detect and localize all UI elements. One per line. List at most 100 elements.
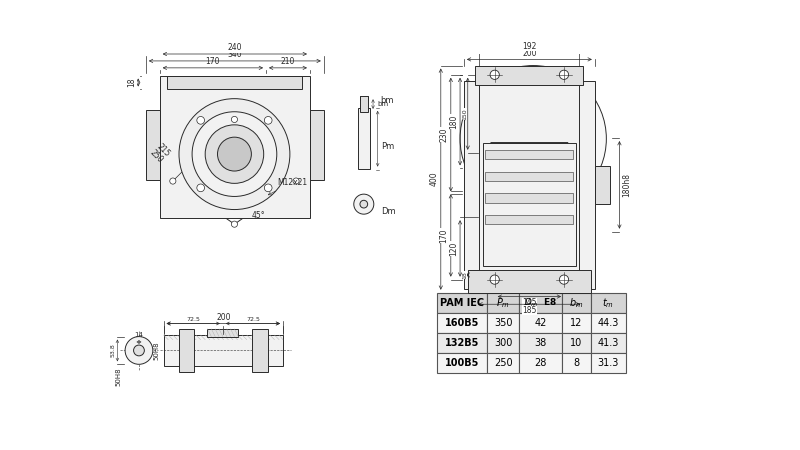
Bar (591, 292, 626, 313)
Text: 45°: 45° (251, 211, 265, 220)
Bar (487, 353, 519, 373)
Bar (487, 292, 519, 313)
Text: 72.5: 72.5 (186, 317, 200, 322)
Circle shape (231, 221, 238, 227)
Text: 185: 185 (522, 306, 537, 315)
Circle shape (205, 125, 264, 183)
Text: 180h8: 180h8 (622, 173, 630, 197)
Text: 44.3: 44.3 (598, 318, 619, 328)
Text: 150: 150 (462, 108, 467, 120)
Bar (437, 353, 487, 373)
Bar (475, 66, 583, 85)
Circle shape (354, 194, 374, 214)
Bar (437, 313, 487, 333)
Text: 215: 215 (154, 142, 171, 158)
Bar (486, 150, 574, 159)
Text: 12: 12 (570, 318, 582, 328)
Text: M12x21: M12x21 (268, 178, 307, 195)
Text: 10: 10 (570, 338, 582, 348)
Bar (519, 353, 562, 373)
Bar (591, 333, 626, 353)
Circle shape (192, 112, 277, 197)
Text: 350: 350 (494, 318, 513, 328)
Text: 340: 340 (227, 50, 242, 59)
Bar (487, 313, 519, 333)
Circle shape (264, 117, 272, 124)
Text: 100B5: 100B5 (445, 358, 479, 368)
Text: 42: 42 (534, 318, 546, 328)
Bar (479, 81, 579, 289)
Text: 160B5: 160B5 (445, 318, 479, 328)
Text: 28: 28 (534, 358, 546, 368)
Bar (358, 108, 370, 170)
Circle shape (264, 184, 272, 192)
Text: $t_m$: $t_m$ (602, 296, 614, 310)
Bar (562, 292, 591, 313)
Text: Pm: Pm (381, 142, 394, 151)
Text: 200: 200 (522, 49, 537, 58)
Text: 230: 230 (439, 127, 449, 142)
Text: $D_m$  E8: $D_m$ E8 (524, 297, 558, 309)
Bar (146, 110, 160, 180)
Circle shape (293, 178, 299, 184)
Text: 50H8: 50H8 (116, 367, 122, 386)
Circle shape (490, 70, 499, 79)
Text: 72.5: 72.5 (246, 317, 260, 322)
Bar (464, 81, 595, 289)
Text: 8: 8 (574, 358, 579, 368)
Circle shape (490, 275, 499, 284)
Text: 145: 145 (522, 298, 537, 307)
Bar (468, 270, 591, 293)
Circle shape (218, 137, 251, 171)
Text: PAM IEC: PAM IEC (440, 298, 484, 308)
Text: 31.3: 31.3 (598, 358, 619, 368)
Bar (437, 292, 487, 313)
Wedge shape (491, 143, 568, 181)
Circle shape (231, 117, 238, 122)
Bar (207, 329, 238, 337)
Text: 250: 250 (494, 358, 513, 368)
Bar (519, 313, 562, 333)
Circle shape (197, 184, 205, 192)
Text: bm: bm (381, 96, 394, 105)
Text: 120: 120 (450, 241, 458, 256)
Bar (519, 292, 562, 313)
Text: 250: 250 (149, 148, 165, 165)
Bar (562, 313, 591, 333)
Bar (486, 172, 574, 181)
Text: 18: 18 (462, 271, 467, 279)
Bar (591, 353, 626, 373)
Text: 38: 38 (534, 338, 546, 348)
Circle shape (360, 200, 368, 208)
Circle shape (197, 117, 205, 124)
Text: 132B5: 132B5 (445, 338, 479, 348)
Text: $b_m$: $b_m$ (569, 296, 583, 310)
Circle shape (460, 66, 606, 212)
Text: bm: bm (378, 101, 389, 107)
Text: 400: 400 (430, 172, 438, 186)
Text: 18: 18 (128, 78, 137, 87)
Text: 240: 240 (227, 44, 242, 53)
Bar (163, 335, 283, 366)
Circle shape (125, 337, 153, 365)
Text: 192: 192 (522, 42, 537, 51)
Text: $P_m$: $P_m$ (496, 296, 510, 310)
Bar (483, 143, 575, 266)
Bar (252, 329, 267, 372)
Bar (519, 333, 562, 353)
Text: 53.8: 53.8 (111, 344, 116, 357)
Bar (591, 313, 626, 333)
Text: 170: 170 (439, 228, 449, 243)
Text: 300: 300 (494, 338, 512, 348)
Bar (437, 333, 487, 353)
Circle shape (134, 345, 144, 356)
Bar (179, 329, 194, 372)
Bar (594, 166, 610, 204)
Bar (486, 215, 574, 224)
Text: 210: 210 (281, 57, 295, 66)
Circle shape (559, 70, 569, 79)
Text: 41.3: 41.3 (598, 338, 619, 348)
Text: 170: 170 (206, 57, 220, 66)
Bar (562, 353, 591, 373)
Text: Dm: Dm (381, 207, 395, 216)
